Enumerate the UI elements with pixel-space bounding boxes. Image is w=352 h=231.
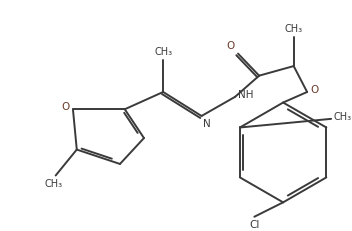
Text: O: O [310,85,318,95]
Text: O: O [226,41,234,51]
Text: CH₃: CH₃ [45,179,63,189]
Text: CH₃: CH₃ [285,24,303,34]
Text: CH₃: CH₃ [154,47,172,58]
Text: CH₃: CH₃ [334,112,352,122]
Text: N: N [203,119,211,129]
Text: O: O [62,102,70,112]
Text: NH: NH [238,90,253,100]
Text: Cl: Cl [249,220,259,230]
